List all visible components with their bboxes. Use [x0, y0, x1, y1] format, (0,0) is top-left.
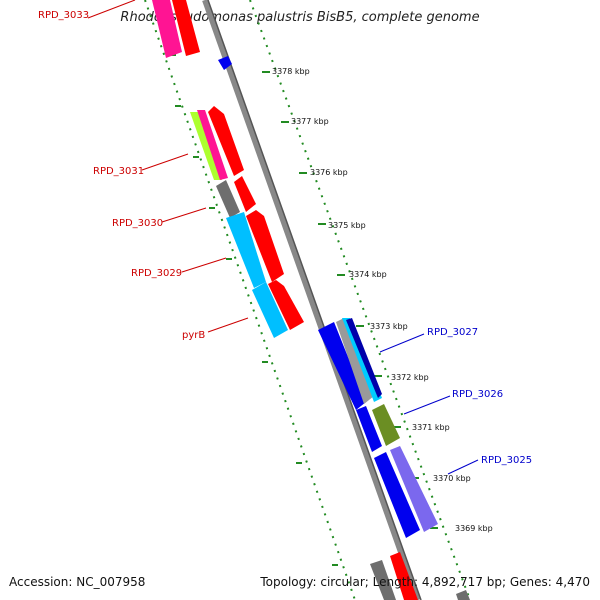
- gene-RPD_3030-red[interactable]: [234, 176, 256, 212]
- scale-label: 3377 kbp: [291, 117, 329, 126]
- scale-label: 3378 kbp: [272, 67, 310, 76]
- scale-label: 3374 kbp: [349, 270, 387, 279]
- gene-RPD_3033-pink[interactable]: [152, 0, 182, 58]
- gene-RPD_3029-red[interactable]: [246, 210, 284, 282]
- label-leader: [161, 207, 207, 223]
- gene-RPD_3029-cyan[interactable]: [226, 212, 266, 288]
- gene-label-RPD_3025[interactable]: RPD_3025: [481, 455, 532, 466]
- label-leader: [403, 395, 451, 415]
- genome-summary: Topology: circular; Length: 4,892,717 bp…: [260, 575, 590, 589]
- gene-label-pyrB[interactable]: pyrB: [182, 330, 205, 341]
- label-leader: [87, 0, 136, 19]
- gene-RPD_3027-darkblue[interactable]: [346, 318, 382, 398]
- gene-pyrB-cyan[interactable]: [252, 282, 288, 338]
- scale-label: 3376 kbp: [310, 168, 348, 177]
- gene-RPD_3030-gray[interactable]: [216, 180, 240, 218]
- genome-backbone: [202, 0, 421, 600]
- scale-label: 3369 kbp: [455, 524, 493, 533]
- scale-label: 3370 kbp: [433, 474, 471, 483]
- gene-RPD_3027-blue[interactable]: [318, 322, 366, 410]
- gene-label-RPD_3031[interactable]: RPD_3031: [93, 166, 144, 177]
- genome-backbone-shadow: [207, 0, 422, 600]
- bottom-gene-gray[interactable]: [370, 560, 396, 600]
- gene-RPD_3026-blue[interactable]: [356, 406, 382, 452]
- gene-label-RPD_3026[interactable]: RPD_3026: [452, 389, 503, 400]
- gene-RPD_3031-red[interactable]: [208, 106, 244, 176]
- label-leader: [207, 317, 249, 333]
- label-leader: [181, 257, 227, 273]
- gene-RPD_3025-blue[interactable]: [374, 452, 420, 538]
- scale-label: 3373 kbp: [370, 322, 408, 331]
- label-leader: [379, 333, 425, 353]
- scale-label: 3375 kbp: [328, 221, 366, 230]
- outer-tick-rail-left: [144, 0, 356, 600]
- gene-RPD_3027-gray[interactable]: [336, 318, 374, 404]
- gene-RPD_3033-red[interactable]: [172, 0, 200, 56]
- scale-label: 3371 kbp: [412, 423, 450, 432]
- bottom-gene-red[interactable]: [390, 552, 418, 600]
- bottom-gene-gray-2[interactable]: [456, 590, 470, 600]
- label-leader: [141, 153, 189, 171]
- left-rail-ticks: [170, 54, 338, 566]
- label-leader: [447, 459, 479, 475]
- gene-label-RPD_3029[interactable]: RPD_3029: [131, 268, 182, 279]
- gene-RPD_3026-olive[interactable]: [372, 404, 400, 446]
- gene-label-RPD_3030[interactable]: RPD_3030: [112, 218, 163, 229]
- accession-label: Accession: NC_007958: [9, 575, 146, 589]
- gene-RPD_3025-lavender[interactable]: [390, 446, 438, 532]
- gene-RPD_3031-pink[interactable]: [197, 110, 228, 180]
- scale-label: 3372 kbp: [391, 373, 429, 382]
- gene-pyrB-red[interactable]: [268, 280, 304, 330]
- small-reverse-gene[interactable]: [218, 56, 232, 70]
- gene-RPD_3031-lime[interactable]: [190, 112, 222, 180]
- gene-label-RPD_3033[interactable]: RPD_3033: [38, 10, 89, 21]
- gene-label-RPD_3027[interactable]: RPD_3027: [427, 327, 478, 338]
